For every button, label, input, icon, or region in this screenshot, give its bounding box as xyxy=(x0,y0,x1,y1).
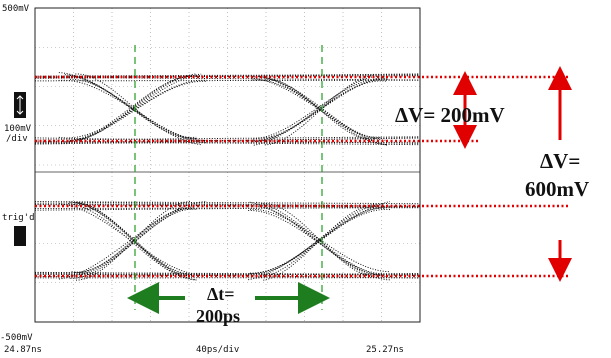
page: {"screen": { "top_label": "500mV", "scal… xyxy=(0,0,611,358)
small-swing-label: ΔV= 200mV xyxy=(395,103,505,127)
large-swing-label: ΔV= xyxy=(540,149,580,173)
time-scale: 40ps/div xyxy=(196,345,239,355)
top-label: 500mV xyxy=(2,4,30,14)
eye-diagram-figure: 500mV 100mV /div trig'd -500mV 24.87ns 4… xyxy=(0,0,611,358)
period-label: 200ps xyxy=(196,306,240,326)
trigger-label: trig'd xyxy=(2,213,35,223)
trace xyxy=(0,207,577,274)
period-label: Δt= xyxy=(207,284,235,304)
trace xyxy=(0,204,583,278)
marker-icon xyxy=(14,226,26,246)
trace xyxy=(0,202,568,280)
trace xyxy=(0,202,563,275)
time-end: 25.27ns xyxy=(366,345,404,355)
trace xyxy=(0,202,564,280)
trace xyxy=(0,202,577,280)
bottom-label: -500mV xyxy=(0,333,33,343)
trace xyxy=(0,202,583,280)
trace xyxy=(0,202,563,281)
scale-label: 100mV xyxy=(4,124,32,134)
trace xyxy=(35,80,420,81)
time-start: 24.87ns xyxy=(4,345,42,355)
large-swing-label: 600mV xyxy=(525,177,589,201)
trace xyxy=(0,203,568,279)
scale-label: /div xyxy=(6,134,28,144)
trace xyxy=(0,202,564,281)
